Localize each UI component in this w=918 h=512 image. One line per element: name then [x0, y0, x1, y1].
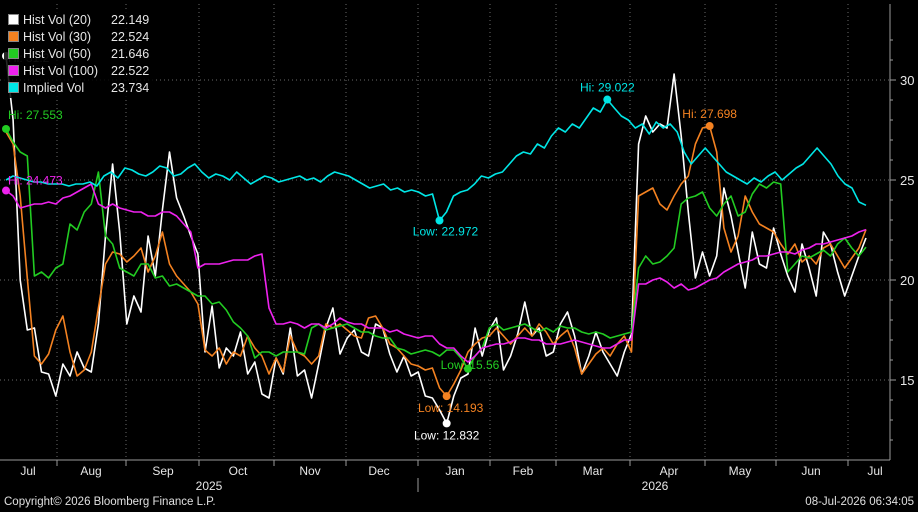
- legend-series-name: Hist Vol (20): [23, 12, 92, 27]
- annotation-marker: [463, 364, 472, 373]
- legend-swatch: [8, 31, 19, 42]
- copyright-text: Copyright© 2026 Bloomberg Finance L.P.: [4, 496, 216, 508]
- legend-entry: Hist Vol (100) 22.522: [8, 62, 149, 79]
- annotation-marker: [435, 216, 444, 225]
- x-month-label: Nov: [299, 464, 320, 478]
- x-month-label: May: [729, 464, 752, 478]
- legend-swatch: [8, 48, 19, 59]
- annotation-marker: [2, 186, 10, 195]
- legend-series-name: Hist Vol (100): [23, 63, 99, 78]
- legend-series-value: 22.524: [111, 29, 150, 44]
- legend-swatch: [8, 65, 19, 76]
- legend-series-value: 23.734: [111, 80, 150, 95]
- legend-series-name: Hist Vol (50): [23, 46, 92, 61]
- annotation-label: Hi: 24.473: [8, 174, 63, 188]
- annotation-marker: [2, 124, 10, 133]
- annotation-label: Hi: 27.698: [682, 107, 737, 121]
- x-month-label: Apr: [660, 464, 679, 478]
- legend-series-value: 22.149: [111, 12, 150, 27]
- x-month-label: Jun: [801, 464, 820, 478]
- annotation-marker: [705, 122, 714, 131]
- legend-series-value: 22.522: [111, 63, 150, 78]
- y-tick-label: 25: [900, 173, 914, 188]
- annotation-marker: [442, 392, 451, 401]
- y-tick-label: 15: [900, 373, 914, 388]
- x-month-label: Jan: [445, 464, 464, 478]
- legend-entry: Hist Vol (30) 22.524: [8, 28, 149, 45]
- series-line-0: [5, 55, 867, 425]
- annotation-marker: [442, 419, 451, 428]
- x-month-label: Aug: [80, 464, 101, 478]
- series-line-1: [5, 125, 867, 397]
- legend-entry: Hist Vol (50) 21.646: [8, 45, 149, 62]
- annotation-marker: [603, 95, 612, 104]
- annotation-label: Low: 14.193: [418, 401, 484, 415]
- annotation-label: Low: 12.832: [414, 428, 480, 442]
- timestamp-text: 08-Jul-2026 06:34:05: [805, 496, 914, 508]
- x-month-label: Jul: [20, 464, 35, 478]
- annotation-label: Hi: 29.022: [580, 81, 635, 95]
- legend: Hist Vol (20) 22.149 Hist Vol (30) 22.524 Hi…: [4, 10, 154, 98]
- y-tick-label: 20: [900, 273, 914, 288]
- annotation-label: Low: 15.56: [441, 358, 500, 372]
- legend-series-value: 21.646: [111, 46, 150, 61]
- series-line-4: [5, 98, 867, 222]
- legend-swatch: [8, 14, 19, 25]
- series-line-3: [5, 183, 867, 363]
- legend-entry: Hist Vol (20) 22.149: [8, 11, 149, 28]
- x-month-label: Oct: [229, 464, 248, 478]
- legend-series-name: Hist Vol (30): [23, 29, 92, 44]
- x-month-label: Dec: [368, 464, 389, 478]
- x-month-label: Mar: [583, 464, 604, 478]
- legend-series-name: Implied Vol: [23, 80, 85, 95]
- annotation-label: Hi: 27.553: [8, 108, 63, 122]
- x-month-label: Jul: [867, 464, 882, 478]
- y-tick-label: 30: [900, 73, 914, 88]
- x-year-label: 2025: [196, 479, 223, 493]
- legend-swatch: [8, 82, 19, 93]
- x-month-label: Feb: [513, 464, 534, 478]
- series-line-2: [5, 128, 867, 370]
- x-year-label: 2026: [642, 479, 669, 493]
- annotation-label: Low: 22.972: [413, 225, 479, 239]
- legend-entry: Implied Vol 23.734: [8, 79, 149, 96]
- x-month-label: Sep: [152, 464, 174, 478]
